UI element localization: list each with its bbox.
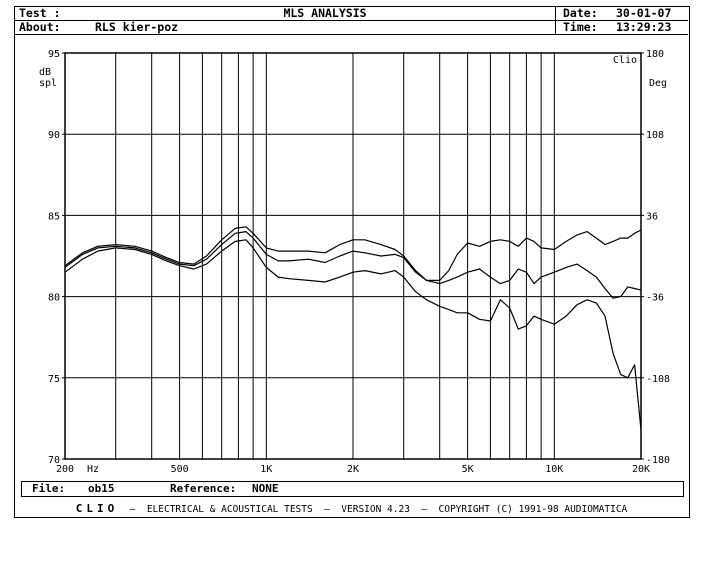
- x-tick-label: 2K: [347, 464, 359, 475]
- y-tick-label: 75: [48, 374, 60, 385]
- y-tick-label: 95: [48, 49, 60, 60]
- y2-tick-label: -180: [646, 455, 670, 466]
- date-value: 30-01-07: [616, 6, 672, 20]
- header-separator: [555, 7, 556, 35]
- reference-value: NONE: [252, 482, 279, 495]
- y2-tick-label: -108: [646, 374, 670, 385]
- time-value: 13:29:23: [616, 20, 672, 34]
- analyzer-window: Test : About: RLS kier-poz MLS ANALYSIS …: [14, 6, 690, 518]
- test-label: Test :: [19, 6, 61, 20]
- header-divider: [15, 20, 555, 21]
- y-tick-label: 90: [48, 130, 60, 141]
- y2-tick-label: 180: [646, 49, 664, 60]
- y2-tick-label: -36: [646, 293, 664, 304]
- x-tick-label: 500: [171, 464, 189, 475]
- header-panel: Test : About: RLS kier-poz MLS ANALYSIS …: [15, 7, 688, 35]
- series-line-1: [64, 239, 642, 430]
- file-info-bar: File: ob15 Reference: NONE: [21, 481, 684, 497]
- series-line-3: [64, 226, 642, 281]
- x-tick-label: 200: [56, 464, 74, 475]
- date-label: Date:: [563, 6, 598, 20]
- frequency-response-chart: 70 75 80 85 90 95 -180 -108 -36 36 108 180 200 500 1K 2…: [39, 49, 670, 475]
- x-tick-label: 20K: [632, 464, 650, 475]
- status-text: – ELECTRICAL & ACOUSTICAL TESTS – VERSIO…: [129, 504, 628, 515]
- reference-label: Reference:: [170, 482, 237, 495]
- status-bar: CLIO – ELECTRICAL & ACOUSTICAL TESTS – V…: [15, 501, 688, 517]
- y-axis-label: dB: [39, 67, 51, 78]
- x-tick-label: 1K: [260, 464, 272, 475]
- file-value: ob15: [88, 482, 115, 495]
- y-tick-label: 70: [48, 455, 60, 466]
- series-line-2: [64, 231, 642, 299]
- brand-label: CLIO: [75, 502, 119, 515]
- y2-tick-label: 36: [646, 211, 658, 222]
- y2-tick-label: 108: [646, 130, 664, 141]
- x-tick-label: 10K: [545, 464, 563, 475]
- time-label: Time:: [563, 20, 598, 34]
- analysis-title: MLS ANALYSIS: [283, 6, 367, 20]
- file-label: File:: [32, 482, 66, 495]
- about-value: RLS kier-poz: [95, 20, 179, 34]
- y-tick-label: 85: [48, 211, 60, 222]
- about-label: About:: [19, 20, 61, 34]
- corner-label: Clio: [613, 55, 637, 66]
- x-axis-label: Hz: [87, 464, 99, 475]
- header-divider-right: [556, 20, 688, 21]
- x-tick-label: 5K: [462, 464, 474, 475]
- y-axis-label-unit: spl: [39, 78, 57, 89]
- y-tick-label: 80: [48, 293, 60, 304]
- y2-axis-label: Deg: [649, 78, 667, 89]
